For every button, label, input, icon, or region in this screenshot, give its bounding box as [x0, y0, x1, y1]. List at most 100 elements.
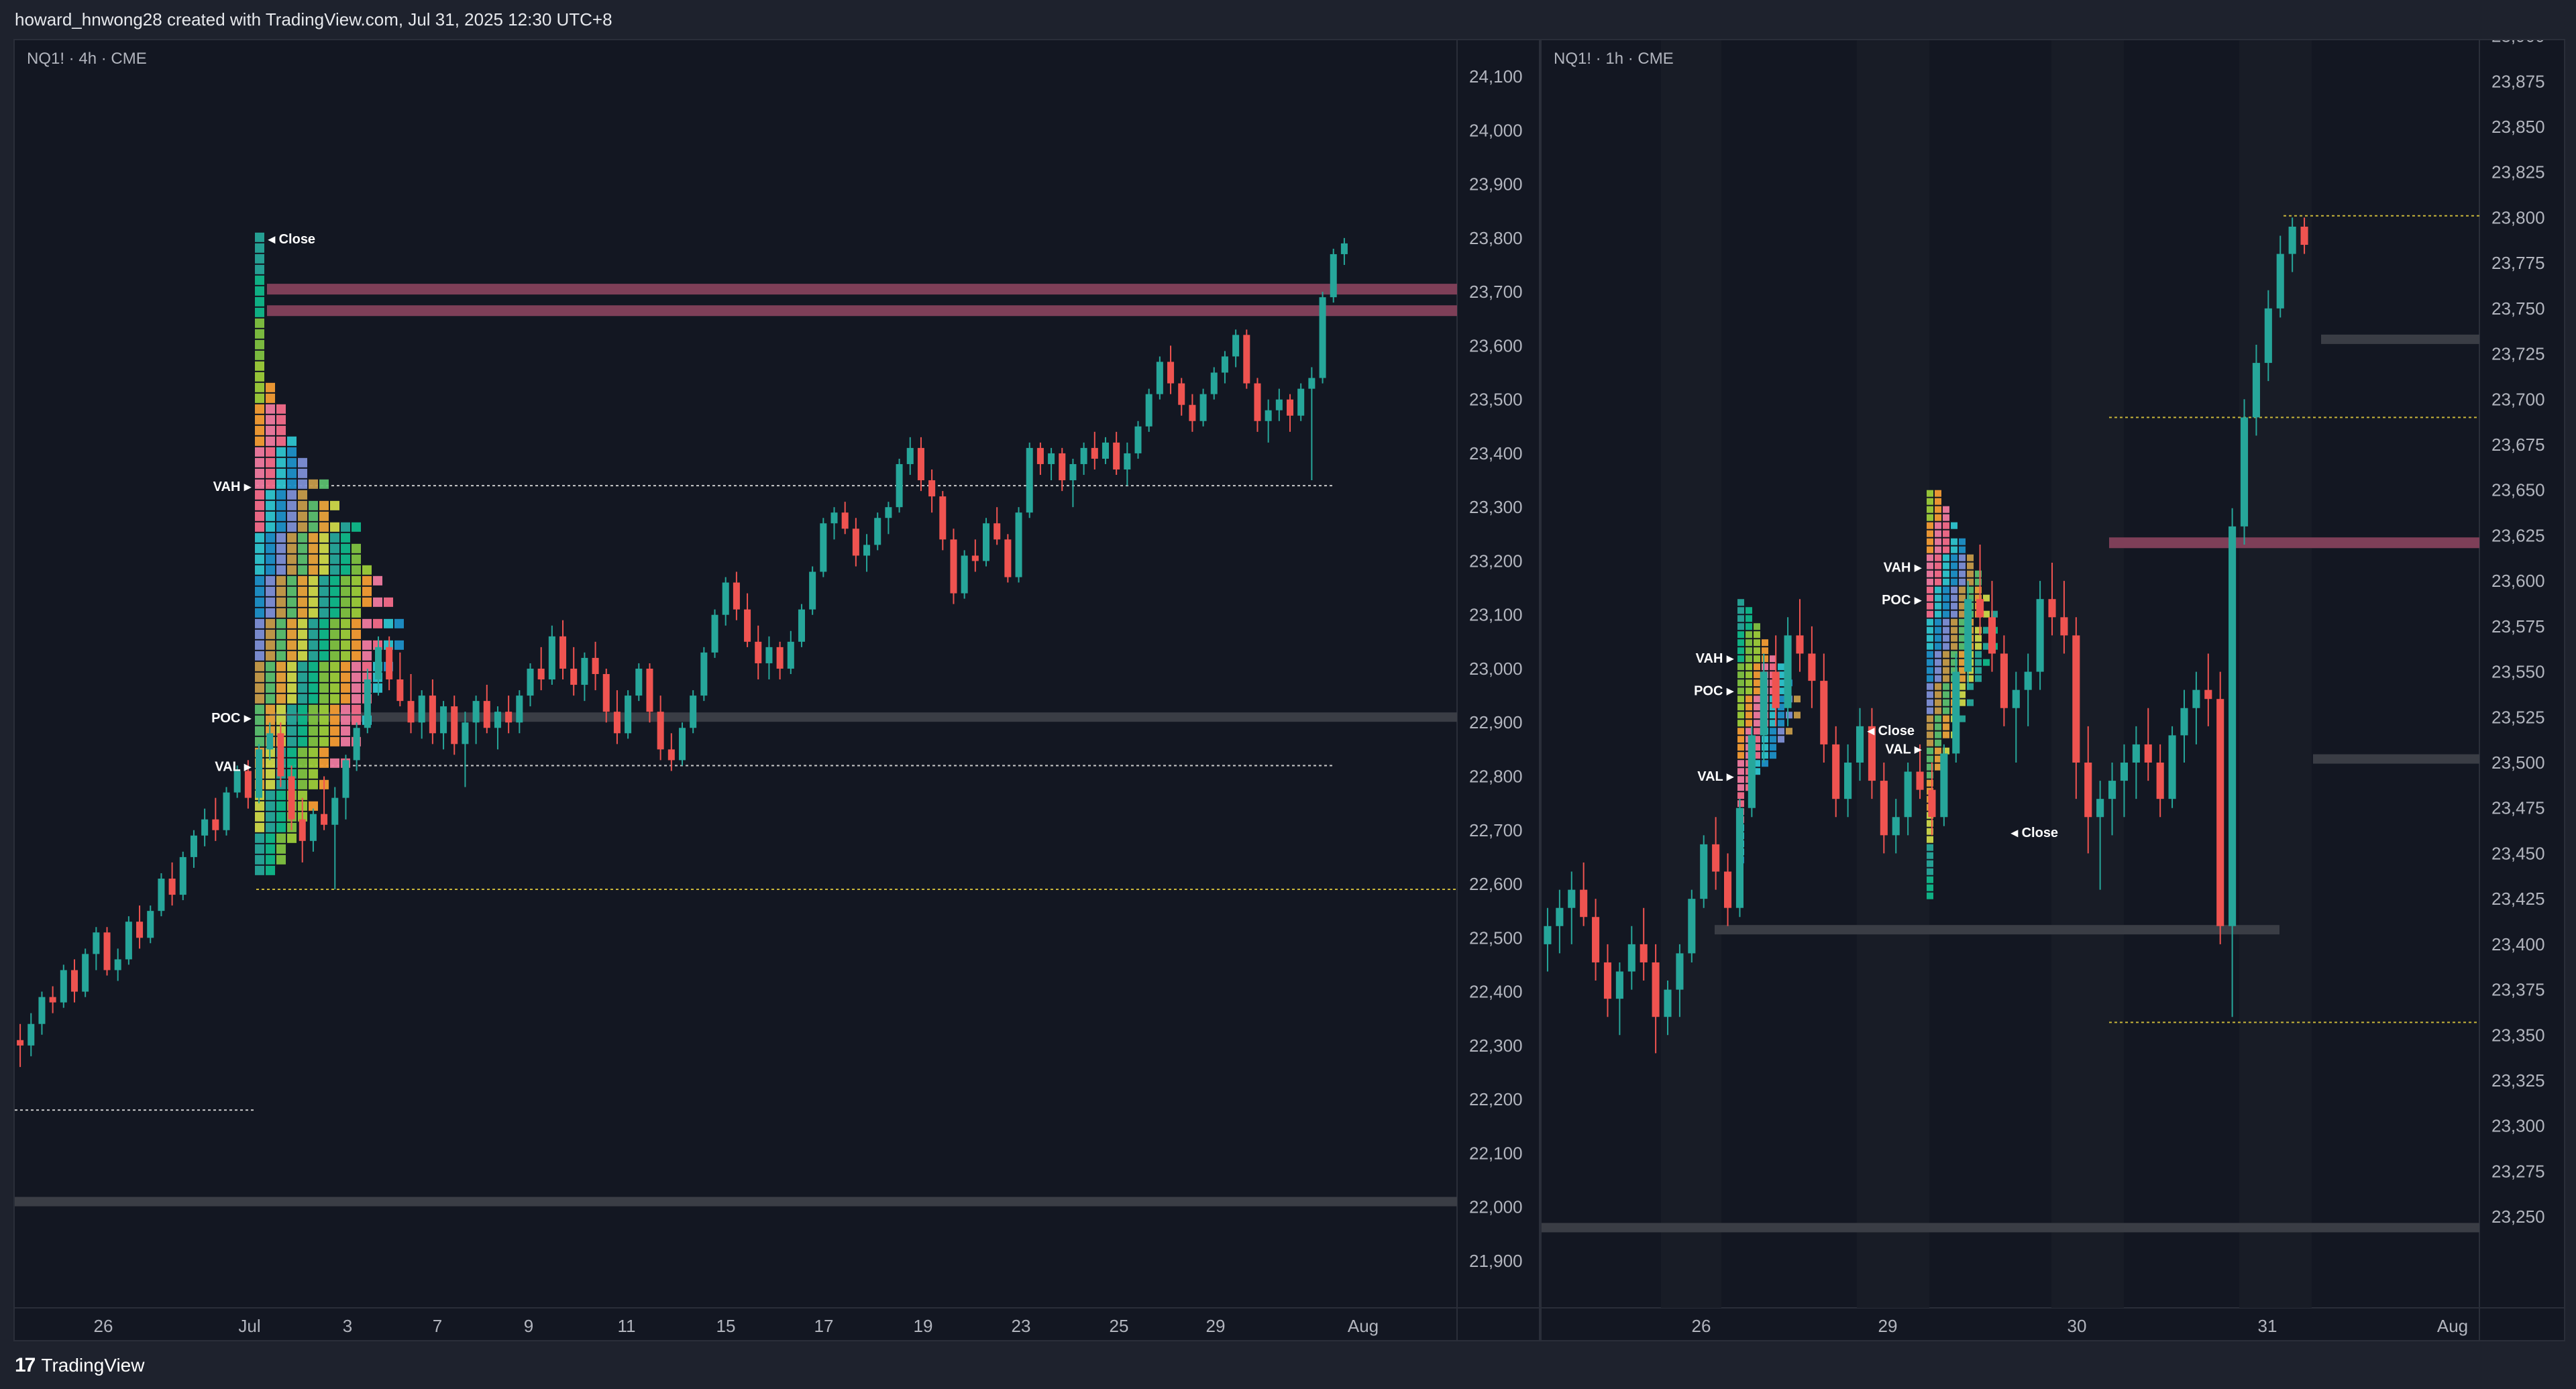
volume-profile-cell — [1927, 643, 1933, 650]
volume-profile-cell — [266, 801, 275, 811]
price-axis-bg — [1457, 40, 1539, 1340]
chart-panel-1h[interactable]: 23,900 23,875 23,850 23,825 23,800 23,775 23,7… — [1540, 39, 2565, 1341]
candle-body — [179, 856, 186, 895]
candle-body — [1015, 512, 1022, 577]
price-tick-label: 23,725 — [2491, 344, 2545, 364]
volume-profile-cell — [341, 715, 350, 725]
volume-profile-cell — [319, 661, 329, 671]
candle-body — [1134, 426, 1142, 453]
volume-profile-cell — [255, 554, 264, 564]
volume-profile-cell — [1951, 562, 1957, 569]
volume-profile-cell — [1935, 554, 1941, 561]
candle-body — [1868, 726, 1876, 781]
volume-profile-cell — [1746, 631, 1752, 638]
caption-text: howard_hnwong28 created with TradingView… — [15, 9, 612, 30]
candle-body — [2144, 744, 2152, 763]
volume-profile-cell — [1967, 683, 1974, 690]
volume-profile-cell — [298, 661, 307, 671]
volume-profile-cell — [255, 361, 264, 371]
chart-svg-1h[interactable]: 23,900 23,875 23,850 23,825 23,800 23,775 23,7… — [1542, 40, 2565, 1341]
chart-panel-4h[interactable]: 24,100 24,000 23,900 23,800 23,700 23,600 23,5… — [13, 39, 1540, 1341]
volume-profile-cell — [1959, 546, 1966, 553]
volume-profile-cell — [298, 554, 307, 564]
volume-profile-cell — [352, 586, 361, 596]
volume-profile-cell — [255, 844, 264, 854]
profile-level-label: POC ▸ — [1694, 684, 1734, 699]
tradingview-logo[interactable]: 17 TradingView — [15, 1354, 144, 1377]
candle-body — [223, 792, 230, 830]
volume-profile-cell — [1943, 659, 1949, 666]
footer: 17 TradingView — [0, 1341, 2576, 1389]
volume-profile-cell — [1959, 538, 1966, 545]
candle-body — [1568, 889, 1576, 908]
volume-profile-cell — [330, 565, 339, 575]
volume-profile-cell — [255, 339, 264, 349]
volume-profile-cell — [1746, 623, 1752, 630]
volume-profile-cell — [266, 693, 275, 704]
volume-profile-cell — [1927, 610, 1933, 618]
candle-body — [2168, 735, 2176, 799]
candle-body — [1004, 539, 1012, 577]
volume-profile-cell — [1746, 728, 1752, 735]
volume-profile-cell — [1927, 876, 1933, 883]
candle-body — [765, 647, 773, 663]
candle-body — [906, 447, 914, 464]
volume-profile-cell — [319, 704, 329, 714]
volume-profile-cell — [352, 629, 361, 639]
volume-profile-cell — [287, 533, 297, 543]
candle-body — [1784, 635, 1792, 708]
candle-body — [462, 722, 469, 744]
volume-profile-cell — [1935, 667, 1941, 674]
volume-profile-cell — [266, 661, 275, 671]
volume-profile-cell — [352, 661, 361, 671]
candle-body — [244, 771, 252, 798]
volume-profile-cell — [1959, 578, 1966, 586]
volume-profile-cell — [309, 747, 318, 757]
candle-body — [158, 879, 165, 911]
volume-profile-cell — [1927, 634, 1933, 642]
volume-profile-cell — [255, 490, 264, 500]
candle-body — [961, 555, 968, 594]
volume-profile-cell — [266, 865, 275, 875]
volume-profile-cell — [319, 715, 329, 725]
candle-body — [1059, 453, 1066, 481]
candle-body — [874, 518, 881, 545]
candle-body — [548, 636, 555, 680]
volume-profile-cell — [1754, 687, 1760, 695]
candle-body — [1556, 907, 1564, 926]
volume-profile-cell — [1943, 675, 1949, 682]
candle-body — [700, 652, 708, 696]
volume-profile-cell — [1927, 852, 1933, 859]
volume-profile-cell — [1975, 634, 1982, 642]
volume-profile-cell — [255, 683, 264, 693]
candle-body — [733, 582, 740, 610]
volume-profile-cell — [1927, 836, 1933, 843]
price-tick-label: 23,425 — [2491, 889, 2545, 909]
volume-profile-cell — [1927, 723, 1933, 730]
volume-profile-cell — [341, 533, 350, 543]
volume-profile-cell — [276, 822, 286, 832]
volume-profile-cell — [1737, 671, 1744, 679]
volume-profile-cell — [255, 693, 264, 704]
volume-profile-cell — [1762, 639, 1768, 647]
chart-svg-4h[interactable]: 24,100 24,000 23,900 23,800 23,700 23,600 23,5… — [15, 40, 1540, 1341]
symbol-label-4h: NQ1! · 4h · CME — [27, 50, 147, 68]
volume-profile-cell — [1959, 699, 1966, 706]
candle-body — [885, 507, 892, 518]
volume-profile-cell — [1746, 679, 1752, 687]
volume-profile-cell — [330, 651, 339, 661]
candle-body — [1820, 681, 1828, 744]
volume-profile-cell — [287, 479, 297, 489]
volume-profile-cell — [309, 726, 318, 736]
candle-body — [1178, 383, 1185, 405]
candle-body — [2132, 744, 2140, 763]
volume-profile-cell — [1770, 655, 1776, 663]
volume-profile-cell — [309, 533, 318, 543]
candle-body — [2180, 708, 2188, 736]
volume-profile-cell — [1737, 607, 1744, 614]
volume-profile-cell — [287, 447, 297, 457]
volume-profile-cell — [1927, 570, 1933, 577]
volume-profile-cell — [266, 833, 275, 843]
volume-profile-cell — [341, 683, 350, 693]
volume-profile-cell — [1927, 675, 1933, 682]
